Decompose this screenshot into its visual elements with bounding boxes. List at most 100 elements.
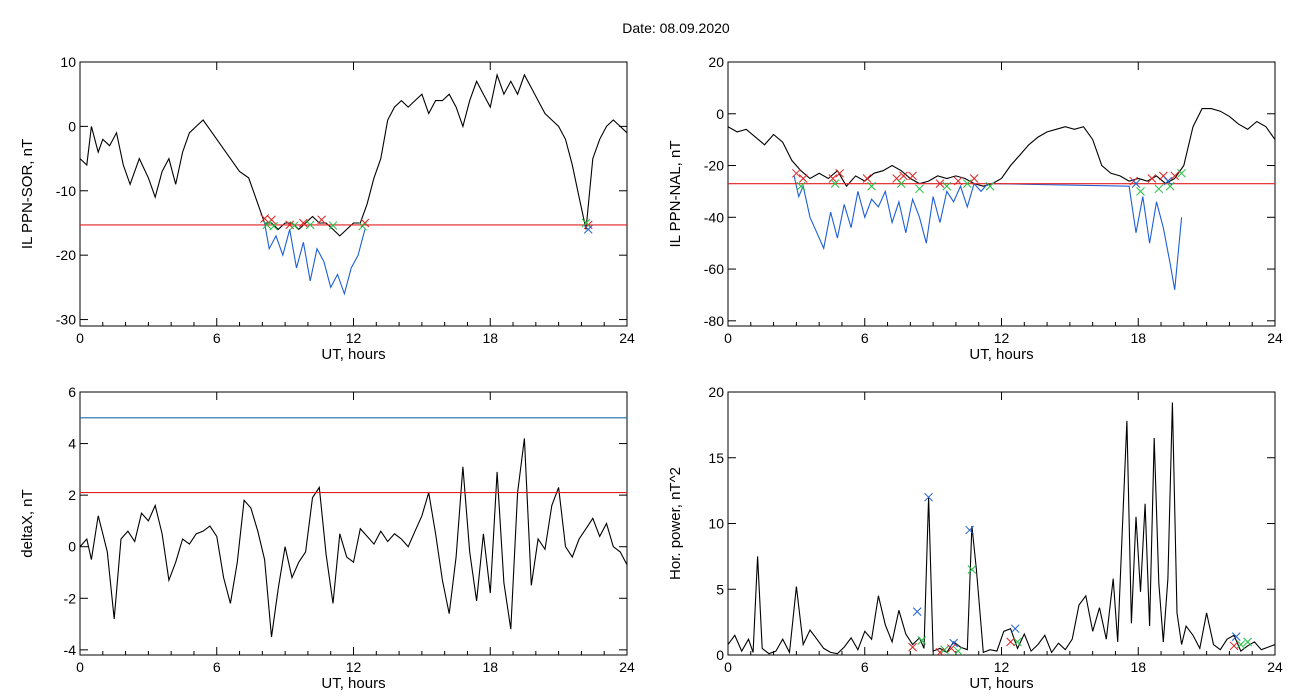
y-tick-label: -4: [64, 642, 77, 658]
x-tick-label: 0: [76, 330, 84, 346]
y-tick-label: -30: [56, 312, 76, 328]
plot-area: [80, 417, 627, 638]
marker-x: [969, 174, 979, 183]
marker-x: [1231, 632, 1241, 641]
x-tick-label: 0: [76, 659, 84, 675]
series-line-1: [264, 222, 366, 296]
series-line-0: [80, 72, 627, 237]
y-tick-label: 20: [708, 384, 724, 400]
y-axis-label: IL PPN-NAL, nT: [667, 141, 684, 248]
marker-x: [917, 636, 927, 645]
marker-x: [317, 215, 326, 225]
marker-x: [262, 220, 272, 230]
x-axis-label: UT, hours: [321, 675, 385, 692]
y-tick-label: 10: [60, 54, 76, 70]
figure-title: Date: 08.09.2020: [622, 20, 730, 36]
y-tick-label: -20: [56, 247, 76, 263]
x-tick-label: 0: [724, 330, 732, 346]
series-line-0: [80, 438, 627, 638]
marker-x: [1131, 179, 1141, 189]
x-tick-label: 6: [861, 330, 869, 346]
y-tick-label: -20: [704, 158, 724, 174]
marker-x: [1147, 174, 1157, 183]
y-axis-label: IL PPN-SOR, nT: [19, 139, 36, 249]
y-tick-label: 4: [68, 436, 76, 452]
marker-x: [953, 176, 963, 186]
marker-x: [962, 179, 972, 189]
x-tick-label: 6: [213, 330, 221, 346]
marker-x: [965, 525, 974, 535]
y-tick-label: 20: [708, 54, 724, 70]
marker-x: [830, 179, 840, 189]
y-axis-label: Hor. power, nT^2: [667, 467, 684, 580]
plot-area: [728, 402, 1275, 655]
chart-panel-p1: 0 6 12 18 24 10 0 -10 -20 -30 UT, hours IL PPN-SOR,…: [19, 54, 635, 363]
plot-frame: [79, 391, 628, 656]
marker-x: [1243, 637, 1253, 647]
marker-x: [260, 214, 269, 223]
x-tick-label: 6: [213, 659, 221, 675]
marker-x: [985, 181, 995, 191]
marker-x: [1013, 637, 1022, 647]
y-tick-label: 0: [716, 106, 724, 122]
marker-x: [358, 221, 367, 231]
marker-x: [1236, 640, 1246, 649]
x-tick-label: 12: [346, 659, 362, 675]
marker-x: [967, 565, 977, 574]
y-tick-label: 6: [68, 384, 76, 400]
series-line-0: [728, 402, 1275, 655]
chart-panel-p2: 0 6 12 18 24 20 0 -20 -40 -60 -80 UT, hours IL PPN-N…: [667, 54, 1283, 363]
marker-x: [1006, 637, 1015, 647]
chart-panel-p3: 0 6 12 18 24 6 4 2 0 -2 -4 UT, hours deltaX, nT: [19, 384, 635, 692]
x-tick-label: 24: [1267, 659, 1283, 675]
marker-x: [835, 168, 845, 178]
marker-x: [940, 645, 949, 655]
marker-x: [792, 168, 801, 178]
y-tick-label: 0: [68, 118, 76, 134]
marker-x: [796, 181, 806, 191]
plot-area: [80, 72, 627, 296]
y-tick-label: 2: [68, 487, 76, 503]
marker-x: [935, 179, 945, 189]
x-tick-label: 18: [1130, 330, 1146, 346]
marker-x: [915, 184, 924, 194]
x-axis-label: UT, hours: [969, 675, 1033, 692]
marker-x: [269, 221, 279, 231]
marker-x: [1177, 168, 1186, 178]
y-tick-label: 10: [708, 516, 724, 532]
marker-x: [912, 607, 922, 616]
x-tick-label: 12: [994, 330, 1010, 346]
x-tick-label: 18: [482, 659, 498, 675]
marker-x: [949, 638, 958, 648]
marker-x: [583, 225, 593, 234]
plot-area: [728, 108, 1275, 290]
marker-x: [1165, 181, 1175, 191]
marker-x: [305, 220, 315, 230]
marker-x: [328, 221, 338, 230]
marker-x: [867, 181, 876, 191]
marker-x: [1170, 171, 1180, 181]
marker-x: [899, 171, 908, 181]
marker-x: [798, 174, 808, 183]
x-tick-label: 12: [346, 330, 362, 346]
x-tick-label: 0: [724, 659, 732, 675]
marker-x: [289, 221, 299, 230]
x-tick-label: 24: [1267, 330, 1283, 346]
x-axis-label: UT, hours: [969, 346, 1033, 363]
marker-x: [935, 648, 945, 655]
x-tick-label: 18: [1130, 659, 1146, 675]
chart-panel-p4: 0 6 12 18 24 20 15 10 5 0 UT, hours Hor. power, nT^…: [667, 384, 1283, 692]
marker-x: [1136, 187, 1145, 196]
marker-x: [924, 492, 933, 502]
y-tick-label: 0: [716, 647, 724, 663]
x-axis-label: UT, hours: [321, 346, 385, 363]
marker-x: [828, 174, 838, 183]
marker-x: [896, 179, 906, 189]
y-tick-label: -2: [64, 590, 77, 606]
x-tick-label: 18: [482, 330, 498, 346]
series-line-0: [728, 108, 1275, 188]
series-line-1: [793, 175, 1183, 290]
plot-frame: [727, 391, 1276, 656]
marker-x: [908, 642, 917, 652]
